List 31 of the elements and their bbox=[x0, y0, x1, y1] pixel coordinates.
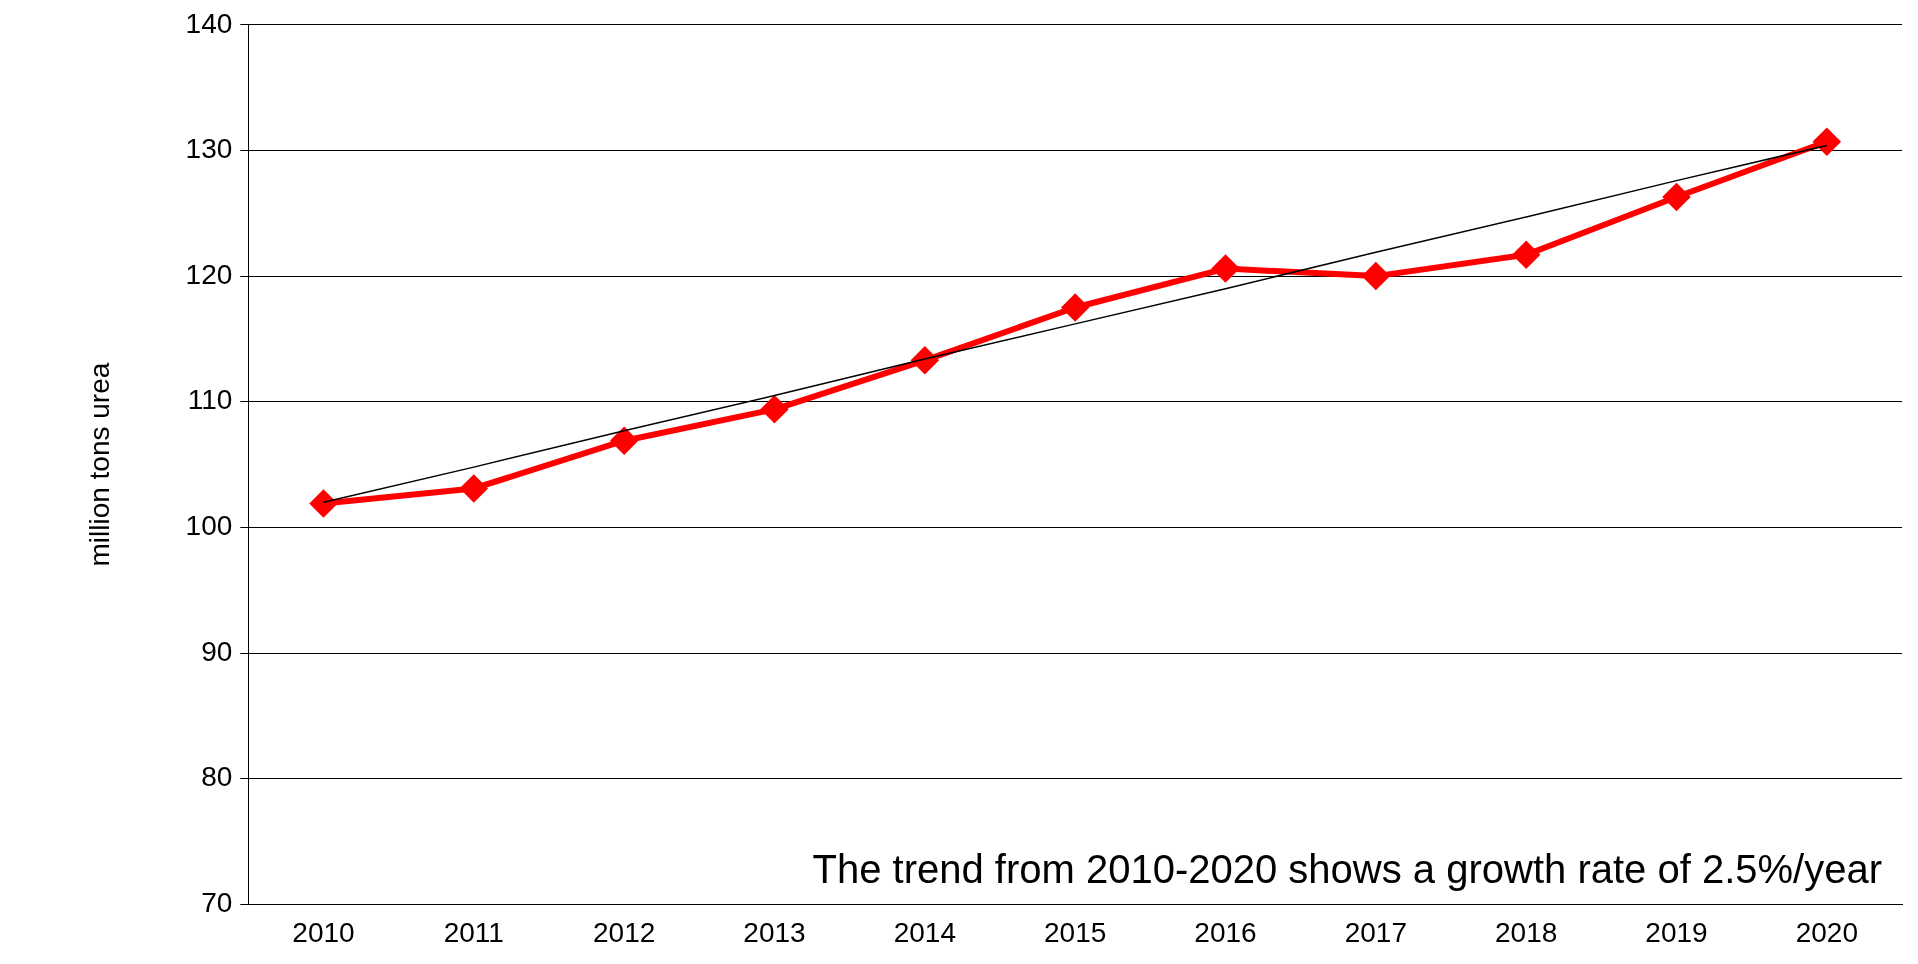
point bbox=[611, 427, 638, 454]
x-tick-label: 2015 bbox=[1044, 916, 1107, 948]
point bbox=[1513, 241, 1540, 268]
y-tick-label: 120 bbox=[185, 258, 233, 290]
y-tick-label: 70 bbox=[201, 887, 233, 919]
point bbox=[310, 490, 337, 517]
y-tick-label: 130 bbox=[185, 133, 233, 165]
point bbox=[761, 396, 788, 423]
y-tick-label: 80 bbox=[201, 761, 233, 793]
x-tick-label: 2012 bbox=[593, 916, 656, 948]
y-axis-title: million tons urea bbox=[83, 362, 115, 567]
y-tick-label: 100 bbox=[185, 510, 233, 542]
point bbox=[460, 475, 487, 502]
x-tick-label: 2010 bbox=[292, 916, 355, 948]
point bbox=[1663, 183, 1690, 210]
point bbox=[1813, 128, 1840, 155]
x-tick-label: 2017 bbox=[1344, 916, 1407, 948]
annotation: The trend from 2010-2020 shows a growth rate of 2.5%/year bbox=[812, 847, 1882, 892]
x-tick-label: 2013 bbox=[743, 916, 806, 948]
x-tick-label: 2011 bbox=[443, 916, 504, 948]
x-tick-label: 2018 bbox=[1495, 916, 1558, 948]
point bbox=[1062, 294, 1089, 321]
x-tick-label: 2019 bbox=[1645, 916, 1708, 948]
x-tick-label: 2014 bbox=[893, 916, 956, 948]
y-tick-label: 90 bbox=[201, 635, 233, 667]
y-tick-label: 140 bbox=[185, 7, 233, 39]
x-tick-label: 2020 bbox=[1795, 916, 1858, 948]
point bbox=[1212, 255, 1239, 282]
point bbox=[1362, 263, 1389, 290]
y-tick-label: 110 bbox=[187, 384, 233, 416]
x-tick-label: 2016 bbox=[1194, 916, 1257, 948]
